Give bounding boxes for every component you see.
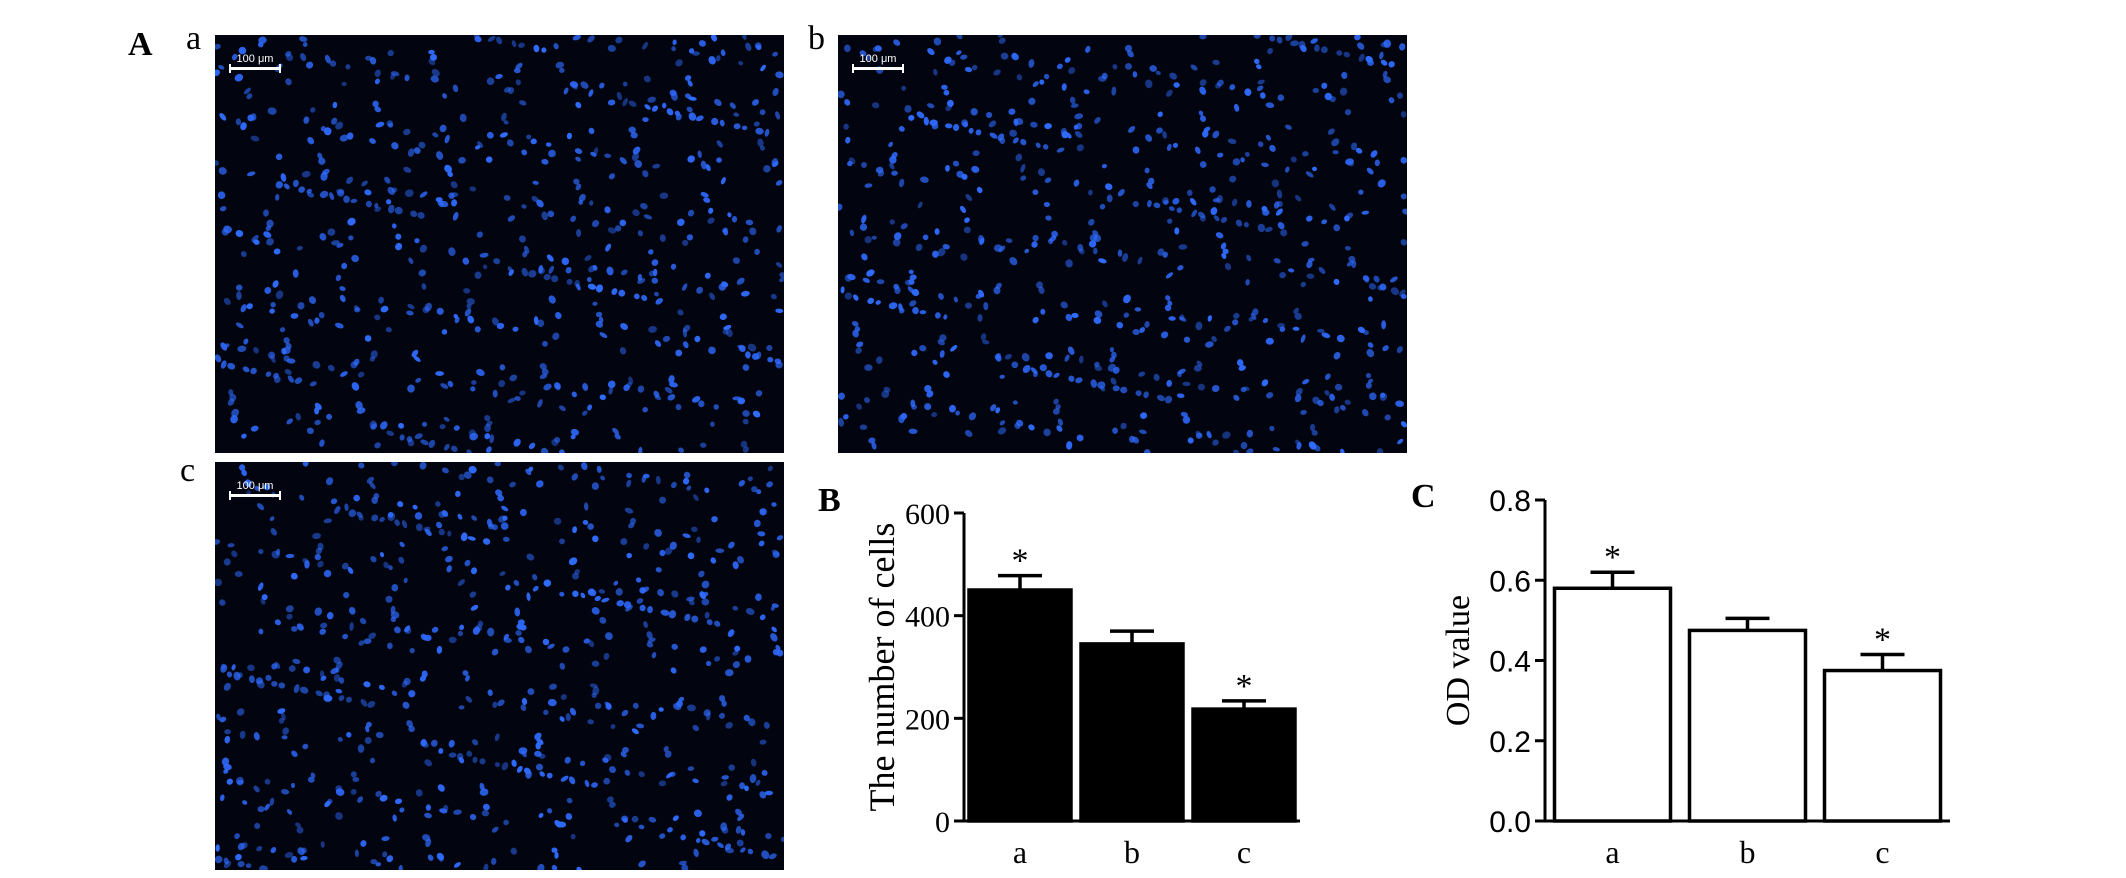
chart-b-bar-a bbox=[967, 588, 1073, 823]
chart-b-y-tick-label-200: 200 bbox=[905, 703, 950, 736]
scale-bar-b: 100 μm bbox=[852, 53, 904, 73]
chart-b-x-tick-label-c: c bbox=[1237, 834, 1251, 870]
chart-b-significance-c: * bbox=[1236, 668, 1253, 705]
chart-b: * a b * c 0 200 400 600 The number of cells bbox=[850, 490, 1410, 873]
chart-c: * a b * c 0.0 0.2 0.4 0.6 0.8 OD value bbox=[1435, 485, 1995, 873]
panel-c-label: C bbox=[1411, 478, 1436, 515]
chart-c-bar-c bbox=[1822, 668, 1943, 823]
chart-c-x-tick-label-a: a bbox=[1605, 834, 1619, 870]
chart-b-significance-a: * bbox=[1012, 543, 1029, 580]
chart-c-y-tick-label-0.2: 0.2 bbox=[1489, 726, 1531, 759]
chart-b-x-tick-label-a: a bbox=[1013, 834, 1027, 870]
scale-bar-c-line bbox=[229, 491, 281, 500]
chart-b-bar-b bbox=[1079, 642, 1185, 823]
chart-c-significance-a: * bbox=[1604, 539, 1621, 576]
chart-c-y-tick-label-0.6: 0.6 bbox=[1489, 565, 1531, 598]
scale-bar-a: 100 μm bbox=[229, 53, 281, 73]
panel-b-label: B bbox=[818, 482, 841, 519]
chart-b-y-tick-label-400: 400 bbox=[905, 601, 950, 634]
panel-a-label: A bbox=[128, 26, 153, 63]
chart-b-y-tick-label-600: 600 bbox=[905, 498, 950, 531]
micrograph-a: 100 μm bbox=[215, 35, 784, 453]
chart-b-y-axis-label: The number of cells bbox=[862, 523, 902, 812]
chart-c-x-tick-label-b: b bbox=[1740, 834, 1756, 870]
scale-bar-a-label: 100 μm bbox=[236, 53, 274, 65]
image-a-label: a bbox=[186, 20, 202, 57]
chart-c-bar-b bbox=[1687, 628, 1808, 823]
micrograph-b: 100 μm bbox=[838, 35, 1407, 453]
scale-bar-c: 100 μm bbox=[229, 480, 281, 500]
chart-c-svg: * a b * c 0.0 0.2 0.4 0.6 0.8 OD value bbox=[1440, 485, 1950, 870]
chart-c-y-tick-label-0.0: 0.0 bbox=[1489, 806, 1531, 839]
scale-bar-b-line bbox=[852, 64, 904, 73]
scale-bar-a-line bbox=[229, 64, 281, 73]
chart-c-y-tick-label-0.8: 0.8 bbox=[1489, 485, 1531, 518]
chart-c-significance-c: * bbox=[1874, 621, 1891, 658]
chart-c-x-tick-label-c: c bbox=[1875, 834, 1889, 870]
chart-c-y-axis-label: OD value bbox=[1440, 595, 1477, 726]
image-c-label: c bbox=[180, 452, 196, 489]
nuclei-image-a bbox=[215, 35, 784, 453]
scale-bar-c-label: 100 μm bbox=[236, 480, 274, 492]
chart-c-bar-a bbox=[1552, 586, 1673, 823]
micrograph-c: 100 μm bbox=[215, 462, 784, 870]
nuclei-image-b bbox=[838, 35, 1407, 453]
nuclei-image-c bbox=[215, 462, 784, 870]
chart-b-y-tick-label-0: 0 bbox=[935, 806, 950, 839]
chart-b-bar-c bbox=[1191, 707, 1297, 823]
scale-bar-b-label: 100 μm bbox=[859, 53, 897, 65]
chart-c-y-tick-label-0.4: 0.4 bbox=[1489, 646, 1531, 679]
image-b-label: b bbox=[808, 20, 825, 57]
chart-b-x-tick-label-b: b bbox=[1124, 834, 1140, 870]
